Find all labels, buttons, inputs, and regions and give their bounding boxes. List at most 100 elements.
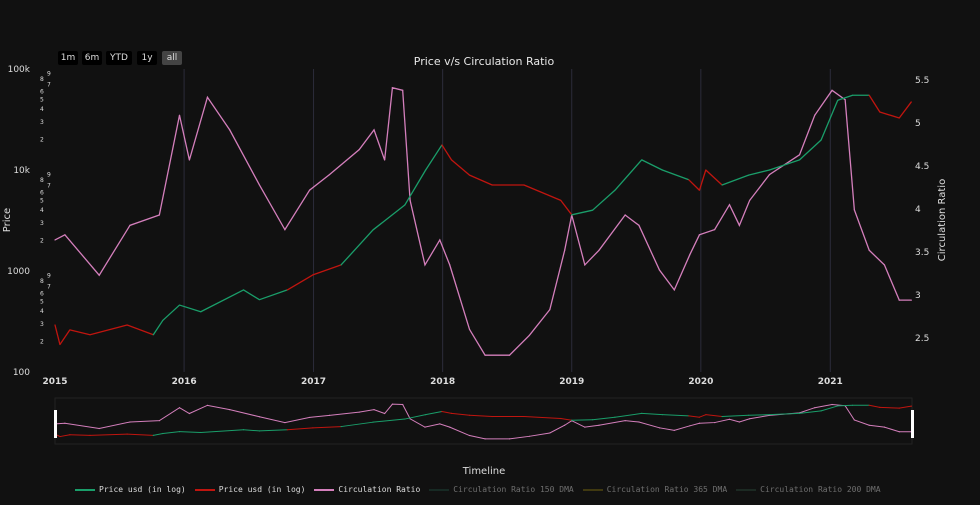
- range-slider-price-line-point: [340, 425, 342, 428]
- range-slider-price-line: [769, 412, 800, 416]
- price-line-segment: [126, 324, 154, 336]
- circulation-ratio-line-point: [689, 253, 691, 256]
- range-slider-price-line-point: [698, 416, 701, 418]
- y-minor-tick-label: 4: [40, 106, 44, 113]
- legend-swatch: [736, 488, 757, 491]
- circulation-ratio-line-point: [64, 234, 66, 236]
- circulation-ratio-line-point: [738, 224, 740, 226]
- range-slider-price-line: [722, 414, 749, 418]
- legend-swatch: [582, 488, 603, 491]
- y-axis-title: Price: [2, 208, 13, 232]
- range-slider-price-line-point: [614, 416, 616, 418]
- range-slider-price-line-point: [879, 406, 881, 408]
- legend-item[interactable]: Price usd (in log): [194, 485, 305, 494]
- range-slider-price-line: [879, 406, 900, 409]
- legend-item[interactable]: Circulation Ratio 150 DMA: [429, 485, 574, 494]
- range-slider-handle-left[interactable]: [54, 410, 57, 438]
- legend-swatch: [194, 488, 215, 491]
- y-minor-tick-label: 2: [40, 339, 44, 346]
- price-line-segment-point: [312, 274, 314, 276]
- circulation-ratio-line-point: [468, 328, 471, 330]
- circulation-ratio-line-point: [129, 224, 131, 226]
- y-minor-tick-label: 4: [40, 207, 44, 214]
- y-minor-tick-label: 6: [40, 88, 44, 95]
- range-slider-ratio-line-point: [284, 421, 286, 424]
- range-slider-ratio-line-point: [624, 420, 626, 422]
- price-line-segment: [89, 324, 128, 336]
- range-slider-price-line-point: [851, 404, 854, 406]
- legend-item[interactable]: Circulation Ratio: [314, 485, 420, 494]
- price-line-segment: [898, 101, 912, 119]
- circulation-ratio-line-point: [424, 264, 426, 266]
- price-line-segment-point: [152, 334, 154, 336]
- circulation-ratio-line: [54, 86, 912, 356]
- range-slider-price-line: [688, 415, 700, 418]
- range-slider-ratio-line-point: [178, 407, 181, 409]
- y-minor-tick-label: 3: [40, 321, 44, 328]
- range-slider-price-line-point: [910, 405, 912, 407]
- price-line-segment: [287, 274, 314, 291]
- range-slider-price-line: [179, 431, 201, 433]
- x-tick-label: 2020: [688, 377, 713, 387]
- price-line-segment: [705, 169, 723, 186]
- price-line-segment: [451, 159, 470, 176]
- range-slider-price-line-point: [468, 414, 471, 416]
- range-slider-price-line-point: [798, 412, 801, 414]
- range-slider-price-line: [312, 426, 342, 429]
- price-line-segment-point: [468, 174, 471, 176]
- range-slider-ratio-line-point: [689, 425, 691, 427]
- price-line-segment-point: [879, 111, 881, 113]
- price-line-segment: [243, 289, 260, 301]
- circulation-ratio-line-point: [178, 114, 181, 116]
- price-line-segment-point: [340, 264, 342, 266]
- legend-item[interactable]: Circulation Ratio 200 DMA: [736, 485, 881, 494]
- range-button-6m[interactable]: 6m: [82, 51, 102, 65]
- price-line-segment: [592, 189, 616, 211]
- range-slider-ratio-line-point: [98, 427, 100, 430]
- range-slider-price-line-point: [200, 431, 202, 434]
- circulation-ratio-line-point: [564, 249, 566, 251]
- price-line-segment-point: [425, 169, 427, 171]
- circulation-ratio-line-point: [673, 289, 675, 291]
- circulation-ratio-line-point: [484, 354, 486, 356]
- circulation-ratio-line-point: [598, 249, 600, 251]
- range-slider-price-line: [372, 418, 405, 423]
- range-slider-price-line-point: [425, 414, 427, 416]
- price-line-segment-point: [54, 324, 56, 326]
- legend-item[interactable]: Circulation Ratio 365 DMA: [582, 485, 728, 494]
- legend-item[interactable]: Price usd (in log): [75, 485, 186, 494]
- range-slider-handle-right[interactable]: [911, 410, 914, 438]
- y-minor-tick-label: 3: [40, 119, 44, 126]
- circulation-ratio-line-point: [358, 149, 360, 151]
- range-slider-price-line-point: [688, 415, 690, 417]
- range-slider-price-line-point: [523, 415, 525, 418]
- legend-label: Circulation Ratio 150 DMA: [453, 485, 574, 494]
- range-slider-price-line: [799, 410, 822, 414]
- range-slider-price-line: [571, 419, 593, 421]
- range-button-1m[interactable]: 1m: [58, 51, 78, 65]
- range-button-1y[interactable]: 1y: [137, 51, 157, 65]
- circulation-ratio-line-point: [384, 159, 386, 161]
- legend-label: Circulation Ratio 365 DMA: [606, 485, 728, 494]
- price-line-segment-point: [614, 189, 616, 191]
- circulation-ratio-line-point: [638, 224, 640, 226]
- range-slider-price-line: [469, 414, 493, 418]
- price-line-segment: [820, 100, 839, 141]
- range-slider-price-line-point: [242, 429, 245, 431]
- range-slider-price-line-point: [59, 435, 61, 438]
- range-slider-price-line: [614, 412, 642, 418]
- range-slider-ratio-line-point: [206, 404, 209, 406]
- circulation-ratio-line-point: [528, 334, 530, 337]
- range-button-ytd[interactable]: YTD: [106, 51, 132, 65]
- price-line-segment: [404, 169, 427, 206]
- circulation-ratio-line-point: [728, 204, 731, 206]
- range-slider-price-line-point: [837, 405, 839, 407]
- range-slider-price-line: [153, 433, 163, 436]
- x-axis-title: Timeline: [462, 466, 506, 477]
- price-line-segment-point: [851, 94, 854, 96]
- range-slider-ratio-line-point: [402, 403, 404, 406]
- range-button-all[interactable]: all: [162, 51, 182, 65]
- range-slider-price-line-point: [404, 418, 406, 420]
- price-line-segment: [837, 94, 853, 101]
- range-slider-price-line-point: [69, 434, 71, 436]
